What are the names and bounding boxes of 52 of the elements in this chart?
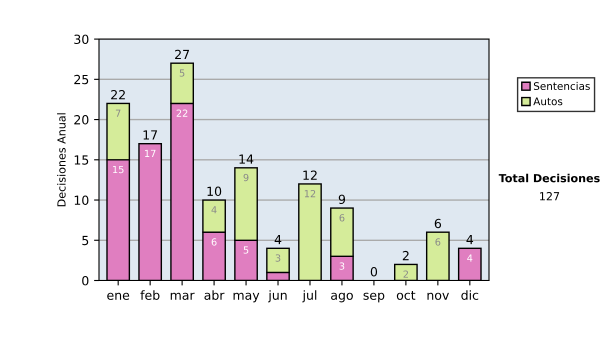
y-tick-label: 10 — [74, 196, 88, 205]
total-label: 0 — [370, 267, 378, 276]
y-tick-label: 30 — [74, 34, 88, 44]
legend-label: Autos — [533, 98, 562, 106]
y-tick-label: 0 — [82, 276, 88, 286]
y-tick-label: 20 — [74, 115, 88, 124]
x-tick-label: ene — [107, 292, 130, 300]
total-label: 12 — [303, 170, 317, 180]
data-label: 6 — [435, 238, 440, 246]
total-label: 4 — [466, 234, 474, 244]
data-label: 6 — [340, 214, 344, 222]
x-tick-label: jul — [302, 290, 316, 302]
data-label: 5 — [244, 246, 248, 254]
data-label: 12 — [304, 190, 316, 198]
data-label: 15 — [113, 166, 124, 174]
total-label: 6 — [434, 218, 442, 228]
data-label: 2 — [404, 270, 408, 278]
y-tick-label: 5 — [82, 236, 88, 246]
total-label: 14 — [239, 154, 254, 164]
x-tick-label: sep — [364, 292, 384, 302]
data-label: 7 — [116, 110, 120, 117]
x-tick-label: abr — [204, 290, 224, 300]
x-tick-label: may — [234, 292, 260, 302]
x-tick-label: feb — [140, 290, 160, 300]
x-tick-label: dic — [461, 290, 478, 300]
x-tick-label: ago — [331, 292, 353, 302]
data-label: 4 — [211, 206, 217, 214]
data-label: 4 — [467, 254, 472, 262]
total-label: 27 — [175, 50, 189, 60]
text: 127 — [540, 192, 560, 200]
x-tick-label: oct — [396, 290, 416, 300]
data-label: 9 — [244, 174, 248, 182]
data-label: 5 — [180, 69, 184, 77]
x-tick-label: jun — [268, 290, 287, 302]
x-tick-label: mar — [170, 292, 195, 300]
data-label: 17 — [145, 150, 156, 157]
total-label: 4 — [274, 234, 282, 244]
y-axis-title: Decisiones Anual — [57, 113, 66, 206]
legend-label: Sentencias — [534, 82, 590, 90]
y-tick-label: 15 — [74, 155, 88, 165]
data-label: 22 — [176, 110, 188, 117]
total-label: 22 — [111, 90, 125, 100]
data-label: 3 — [276, 254, 280, 262]
total-label: 10 — [208, 186, 222, 196]
text: Total Decisiones — [498, 174, 600, 182]
x-tick-label: nov — [428, 292, 449, 300]
total-label: 2 — [402, 250, 409, 260]
data-label: 6 — [212, 238, 217, 246]
y-tick-label: 25 — [74, 74, 88, 84]
total-label: 17 — [144, 130, 158, 140]
total-label: 9 — [338, 194, 346, 204]
data-label: 3 — [340, 262, 344, 270]
